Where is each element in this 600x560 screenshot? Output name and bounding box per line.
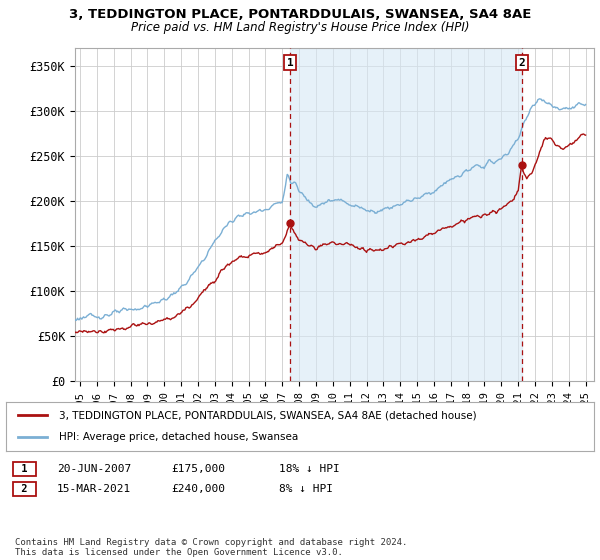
Text: 8% ↓ HPI: 8% ↓ HPI bbox=[279, 484, 333, 494]
Text: 2: 2 bbox=[15, 484, 34, 494]
Text: 18% ↓ HPI: 18% ↓ HPI bbox=[279, 464, 340, 474]
Text: Contains HM Land Registry data © Crown copyright and database right 2024.
This d: Contains HM Land Registry data © Crown c… bbox=[15, 538, 407, 557]
Text: £240,000: £240,000 bbox=[171, 484, 225, 494]
Text: 20-JUN-2007: 20-JUN-2007 bbox=[57, 464, 131, 474]
Text: £175,000: £175,000 bbox=[171, 464, 225, 474]
Bar bbox=[290, 48, 522, 381]
Text: 3, TEDDINGTON PLACE, PONTARDDULAIS, SWANSEA, SA4 8AE: 3, TEDDINGTON PLACE, PONTARDDULAIS, SWAN… bbox=[69, 8, 531, 21]
Text: 1: 1 bbox=[287, 58, 293, 68]
Text: 2: 2 bbox=[518, 58, 525, 68]
Text: HPI: Average price, detached house, Swansea: HPI: Average price, detached house, Swan… bbox=[59, 432, 298, 442]
Text: 3, TEDDINGTON PLACE, PONTARDDULAIS, SWANSEA, SA4 8AE (detached house): 3, TEDDINGTON PLACE, PONTARDDULAIS, SWAN… bbox=[59, 410, 476, 421]
Text: Price paid vs. HM Land Registry's House Price Index (HPI): Price paid vs. HM Land Registry's House … bbox=[131, 21, 469, 34]
Text: 15-MAR-2021: 15-MAR-2021 bbox=[57, 484, 131, 494]
Text: 1: 1 bbox=[15, 464, 34, 474]
